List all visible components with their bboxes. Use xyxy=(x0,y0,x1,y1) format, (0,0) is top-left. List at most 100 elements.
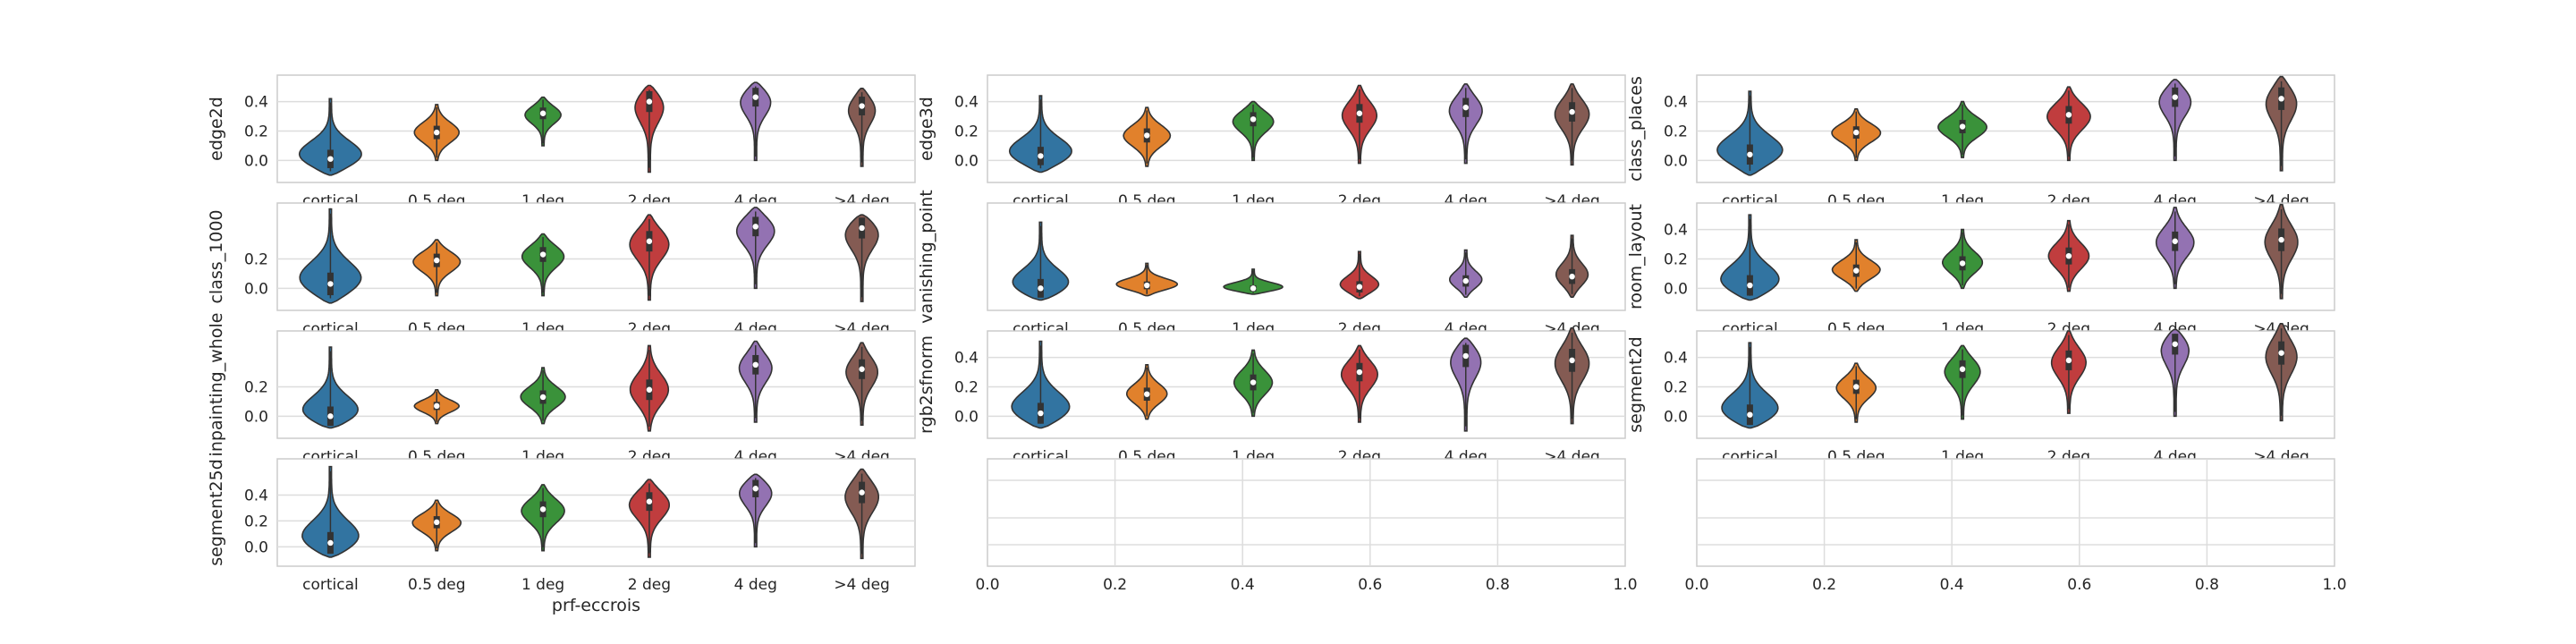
violin-median xyxy=(2172,94,2178,100)
violin-median xyxy=(434,129,440,136)
violin-median xyxy=(646,238,653,244)
violin-median xyxy=(2278,96,2284,102)
panel-frame xyxy=(1696,458,2335,567)
violin-median xyxy=(2278,236,2284,243)
violin-median xyxy=(1747,411,1753,418)
violin-median xyxy=(859,103,865,109)
violin-median xyxy=(1144,132,1150,139)
y-tick-label: 0.4 xyxy=(1664,94,1688,112)
violin-median xyxy=(1144,391,1150,397)
panel-frame xyxy=(987,202,1626,311)
violin-median xyxy=(327,413,334,419)
violin-median xyxy=(1569,108,1575,115)
violin-median xyxy=(434,519,440,526)
violin-median xyxy=(1959,123,1966,130)
y-axis-label: edge3d xyxy=(917,97,936,161)
violin-median xyxy=(752,94,758,100)
y-tick-label: 0.0 xyxy=(954,152,979,170)
violin-median xyxy=(859,366,865,372)
panel-frame xyxy=(276,202,916,311)
y-axis-label: class_1000 xyxy=(207,209,226,303)
y-axis-label: vanishing_point xyxy=(917,190,936,324)
y-tick-label: 0.0 xyxy=(244,538,268,556)
y-tick-label: 0.4 xyxy=(954,94,979,112)
violin-median xyxy=(434,402,440,410)
violin-median xyxy=(646,386,653,393)
violin-median xyxy=(2172,238,2178,244)
violin-median xyxy=(1250,285,1257,292)
y-tick-label: 0.2 xyxy=(1664,250,1688,268)
panel-frame xyxy=(276,74,916,183)
violin-median xyxy=(1356,369,1363,376)
panel-segment25d: 0.0 0.2 0.4 segment25d cortical 0.5 deg 1 deg 2… xyxy=(207,458,916,615)
x-tick-label: 0.2 xyxy=(1103,576,1127,594)
x-tick-label: 0.6 xyxy=(2067,576,2091,594)
x-tick-label: 1.0 xyxy=(2322,576,2346,594)
y-tick-label: 0.4 xyxy=(244,94,268,112)
y-tick-label: 0.0 xyxy=(1664,280,1688,298)
y-tick-label: 0.0 xyxy=(1664,408,1688,426)
violin-median xyxy=(1959,366,1966,372)
violin-median xyxy=(646,98,653,105)
y-tick-label: 0.4 xyxy=(1664,350,1688,368)
violin-median xyxy=(2065,252,2072,259)
x-tick-label: 0.8 xyxy=(1486,576,1510,594)
x-tick-label: 1.0 xyxy=(1613,576,1637,594)
x-tick-label: 1 deg xyxy=(521,576,564,594)
violin-median xyxy=(327,539,334,547)
x-tick-label: 0.0 xyxy=(1684,576,1708,594)
x-tick-label: 2 deg xyxy=(628,576,671,594)
panel-frame xyxy=(276,330,916,439)
x-axis-label: prf-eccrois xyxy=(552,596,640,615)
violin-median xyxy=(1144,282,1150,289)
violin-median xyxy=(1356,110,1363,116)
y-tick-label: 0.0 xyxy=(244,408,268,426)
x-tick-label: 0.2 xyxy=(1812,576,1836,594)
y-tick-label: 0.2 xyxy=(954,123,979,140)
violin-median xyxy=(1250,379,1257,386)
violin-median xyxy=(434,257,440,264)
x-tick-label: cortical xyxy=(302,576,359,594)
panel-frame xyxy=(1696,202,2335,311)
panel-frame xyxy=(987,74,1626,183)
y-tick-label: 0.2 xyxy=(244,123,268,140)
y-tick-label: 0.0 xyxy=(1664,152,1688,170)
y-axis-label: class_places xyxy=(1626,76,1646,182)
y-tick-label: 0.2 xyxy=(244,378,268,396)
violin-median xyxy=(1038,153,1044,159)
y-tick-label: 0.2 xyxy=(1664,378,1688,396)
y-tick-label: 0.0 xyxy=(954,408,979,426)
y-tick-label: 0.4 xyxy=(244,487,268,504)
violin-median xyxy=(752,486,758,492)
violin-median xyxy=(2172,341,2178,347)
x-tick-label: 0.8 xyxy=(2195,576,2219,594)
x-tick-label: 0.5 deg xyxy=(408,576,465,594)
violin-median xyxy=(752,361,758,369)
violin-median xyxy=(1569,357,1575,364)
violin-median xyxy=(1959,260,1966,267)
x-tick-label: >4 deg xyxy=(834,576,890,594)
violin-median xyxy=(539,251,547,258)
violin-median xyxy=(1038,285,1044,292)
x-tick-label: 4 deg xyxy=(734,576,777,594)
violin-median xyxy=(1747,151,1753,157)
violin-median xyxy=(2065,357,2072,364)
violin-median xyxy=(859,225,865,232)
y-tick-label: 0.2 xyxy=(1664,123,1688,140)
violin-median xyxy=(327,156,334,162)
violin-median xyxy=(1356,284,1363,290)
violin-median xyxy=(1462,277,1469,284)
violin-median xyxy=(646,498,653,504)
panel-frame xyxy=(987,330,1626,439)
x-tick-label: 0.0 xyxy=(975,576,999,594)
y-axis-label: segment2d xyxy=(1626,336,1646,433)
